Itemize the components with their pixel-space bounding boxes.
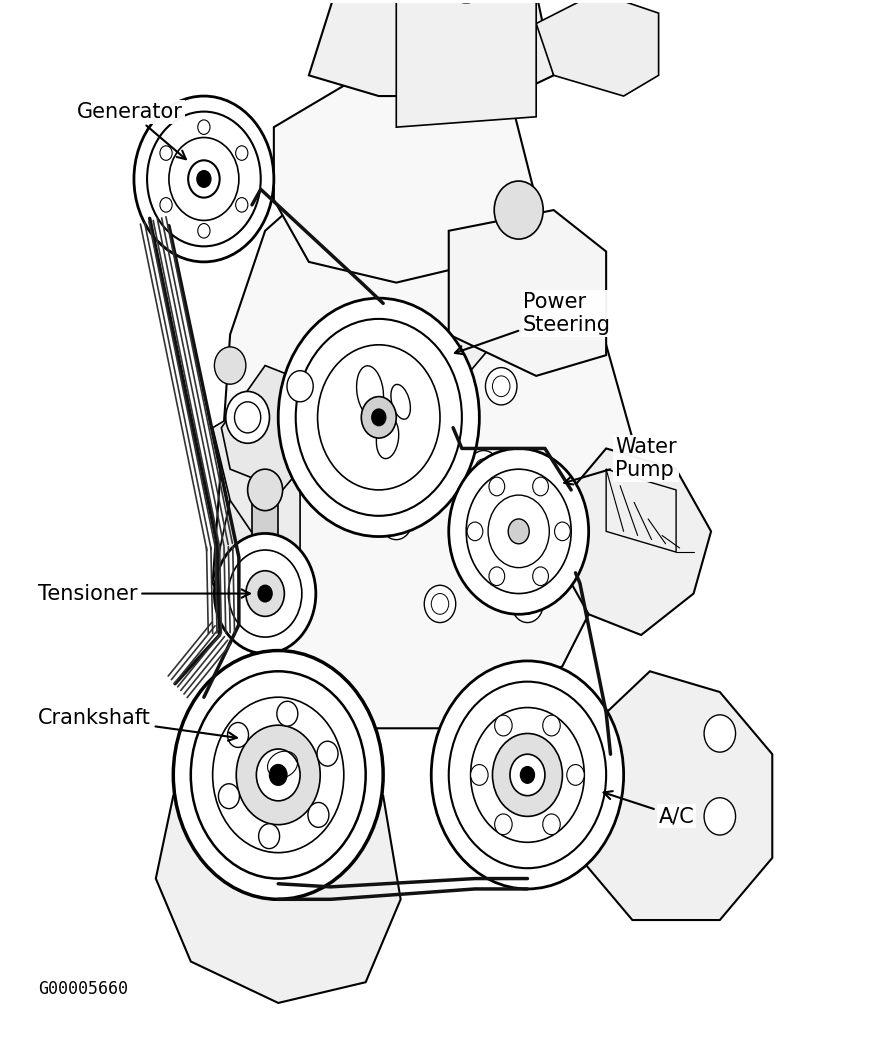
- Circle shape: [495, 181, 543, 239]
- Circle shape: [532, 567, 548, 586]
- Circle shape: [543, 715, 561, 736]
- Circle shape: [495, 814, 512, 835]
- Polygon shape: [252, 490, 278, 552]
- Polygon shape: [213, 407, 300, 552]
- Circle shape: [520, 767, 534, 784]
- Circle shape: [489, 477, 505, 496]
- Circle shape: [226, 392, 269, 443]
- Circle shape: [440, 0, 493, 3]
- Circle shape: [236, 198, 248, 213]
- Polygon shape: [431, 221, 536, 438]
- Text: Water
Pump: Water Pump: [564, 438, 677, 485]
- Circle shape: [215, 534, 316, 653]
- Circle shape: [371, 410, 385, 425]
- Circle shape: [449, 448, 589, 615]
- Polygon shape: [222, 366, 318, 490]
- Circle shape: [277, 701, 297, 726]
- Circle shape: [278, 298, 480, 537]
- Circle shape: [215, 347, 246, 384]
- Circle shape: [704, 715, 736, 752]
- Polygon shape: [580, 671, 773, 920]
- Circle shape: [468, 450, 500, 488]
- Circle shape: [704, 798, 736, 835]
- Circle shape: [198, 120, 210, 134]
- Circle shape: [173, 650, 383, 899]
- Circle shape: [554, 522, 570, 541]
- Circle shape: [380, 347, 412, 384]
- Circle shape: [317, 741, 338, 766]
- Circle shape: [247, 469, 282, 511]
- Text: Crankshaft: Crankshaft: [38, 708, 237, 741]
- Circle shape: [532, 477, 548, 496]
- Circle shape: [258, 586, 272, 602]
- Circle shape: [134, 96, 274, 262]
- Text: G00005660: G00005660: [38, 979, 128, 998]
- Circle shape: [160, 198, 172, 213]
- Text: Power
Steering: Power Steering: [455, 292, 611, 354]
- Circle shape: [486, 368, 517, 405]
- Polygon shape: [554, 448, 711, 635]
- Circle shape: [493, 734, 562, 816]
- Text: A/C: A/C: [604, 791, 694, 826]
- Circle shape: [489, 567, 505, 586]
- Circle shape: [511, 586, 543, 622]
- Polygon shape: [213, 169, 633, 728]
- Polygon shape: [274, 54, 536, 282]
- Circle shape: [236, 725, 320, 824]
- Polygon shape: [536, 0, 658, 96]
- Circle shape: [198, 224, 210, 238]
- Circle shape: [467, 522, 483, 541]
- Polygon shape: [309, 0, 554, 96]
- Polygon shape: [213, 458, 300, 604]
- Circle shape: [188, 160, 220, 198]
- Circle shape: [259, 824, 280, 848]
- Circle shape: [424, 586, 456, 622]
- Polygon shape: [396, 0, 536, 127]
- Circle shape: [431, 661, 624, 889]
- Ellipse shape: [356, 366, 384, 417]
- Circle shape: [246, 571, 284, 617]
- Circle shape: [197, 171, 211, 188]
- Circle shape: [287, 371, 313, 402]
- Text: Generator: Generator: [77, 102, 186, 159]
- Circle shape: [495, 715, 512, 736]
- Circle shape: [362, 397, 396, 438]
- Circle shape: [218, 784, 239, 809]
- Text: Tensioner: Tensioner: [38, 584, 250, 603]
- Circle shape: [509, 519, 529, 544]
- Polygon shape: [156, 796, 400, 1003]
- Ellipse shape: [377, 418, 399, 458]
- Polygon shape: [449, 210, 606, 376]
- Circle shape: [471, 765, 488, 786]
- Circle shape: [510, 754, 545, 796]
- Ellipse shape: [391, 384, 410, 419]
- Circle shape: [228, 722, 248, 747]
- Circle shape: [543, 814, 561, 835]
- Circle shape: [308, 802, 329, 827]
- Circle shape: [380, 502, 412, 540]
- Circle shape: [269, 765, 287, 786]
- Circle shape: [256, 749, 300, 801]
- Circle shape: [160, 146, 172, 160]
- Circle shape: [236, 146, 248, 160]
- Circle shape: [567, 765, 584, 786]
